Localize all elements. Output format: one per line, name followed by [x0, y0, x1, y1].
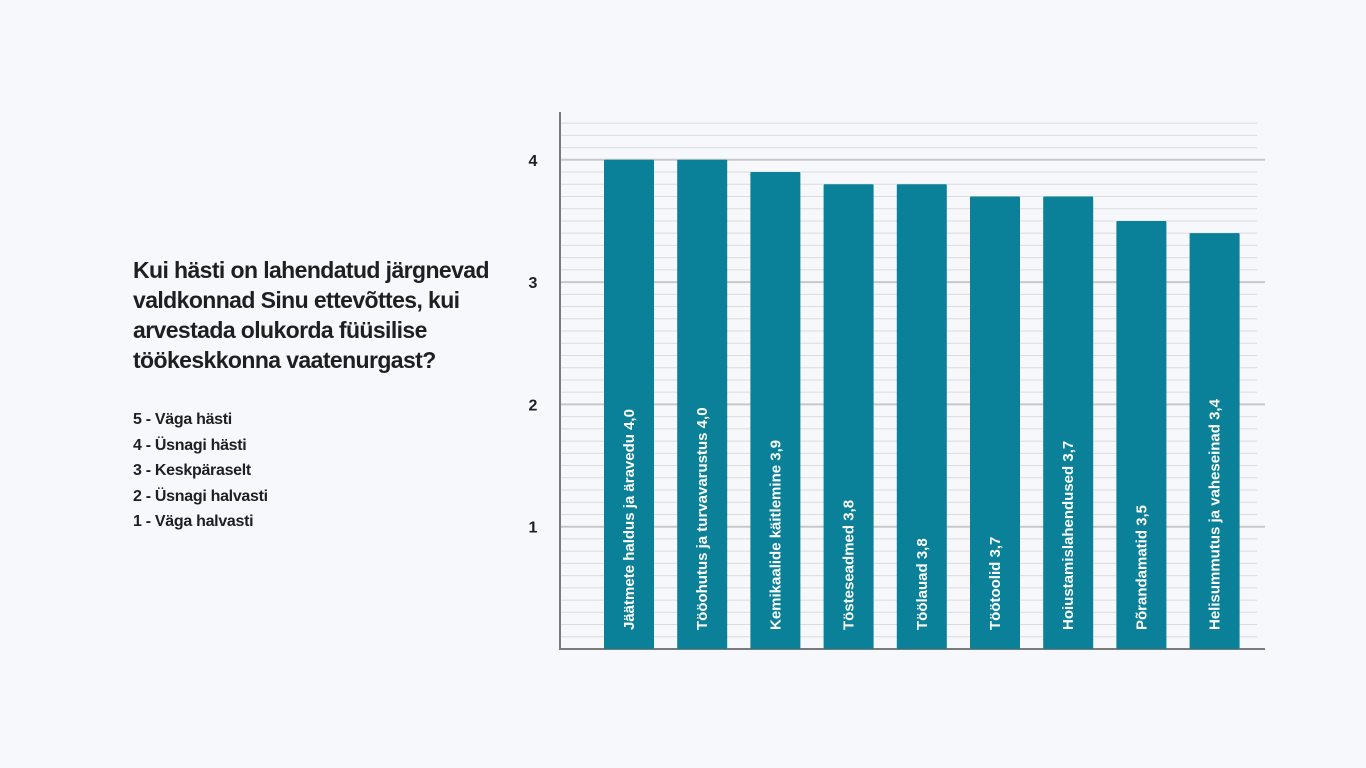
bar-data-label: Töötoolid 3,7 — [987, 537, 1004, 630]
scale-legend: 5 - Väga hästi 4 - Üsnagi hästi 3 - Kesk… — [133, 407, 268, 535]
bar-data-label: Põrandamatid 3,5 — [1133, 505, 1150, 630]
bar — [604, 159, 654, 650]
bar — [896, 184, 947, 649]
scale-item-2: 2 - Üsnagi halvasti — [133, 487, 268, 505]
bar-data-label: Tösteseadmed 3,8 — [841, 500, 858, 630]
scale-item-5: 5 - Väga hästi — [133, 411, 232, 428]
bar-data-label: Tööohutus ja turvavarustus 4,0 — [694, 407, 711, 630]
bar-data-label: Hoiustamislahendused 3,7 — [1060, 441, 1077, 630]
bar — [970, 196, 1020, 650]
bar — [750, 172, 801, 649]
scale-item-1: 1 - Väga halvasti — [133, 513, 254, 530]
y-tick-label: 4 — [529, 153, 538, 170]
bar — [1043, 196, 1094, 650]
y-tick-label: 2 — [529, 397, 538, 414]
y-tick-label: 1 — [529, 520, 538, 537]
bar — [823, 184, 874, 649]
bar — [1189, 233, 1240, 649]
bar-data-label: Töölauad 3,8 — [914, 538, 931, 630]
bar — [677, 159, 728, 650]
bar-data-label: Jäätmete haldus ja äravedu 4,0 — [621, 409, 638, 630]
y-tick-label: 3 — [529, 275, 538, 292]
bar-data-label: Kemikaalide käitlemine 3,9 — [767, 440, 784, 630]
bar-data-label: Helisummutus ja vaheseinad 3,4 — [1207, 398, 1224, 630]
question-title: Kui hästi on lahendatud järgnevad valdko… — [133, 257, 490, 373]
bar — [1116, 220, 1167, 649]
scale-item-3: 3 - Keskpäraselt — [133, 462, 251, 479]
scale-item-4: 4 - Üsnagi hästi — [133, 436, 247, 454]
